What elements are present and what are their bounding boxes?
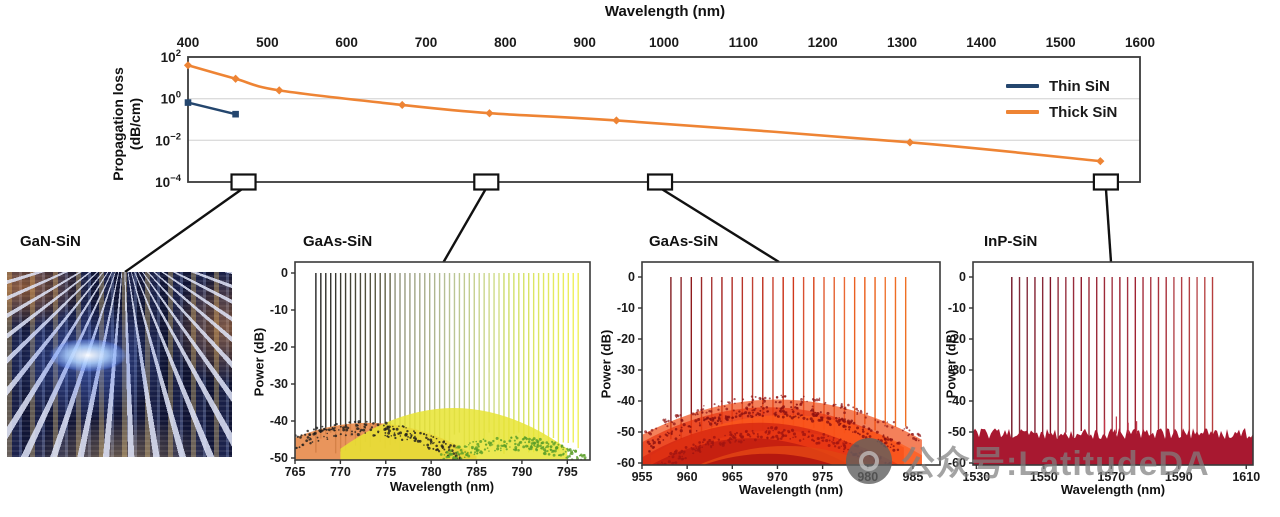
svg-text:0: 0 bbox=[628, 270, 635, 284]
legend-label-thick-sin: Thick SiN bbox=[1049, 103, 1118, 121]
svg-text:-40: -40 bbox=[617, 394, 635, 408]
svg-text:955: 955 bbox=[632, 470, 653, 484]
svg-text:-30: -30 bbox=[270, 377, 288, 391]
top-wavelength-axis-title: Wavelength (nm) bbox=[604, 3, 726, 20]
svg-text:0: 0 bbox=[959, 270, 966, 284]
svg-text:1600: 1600 bbox=[1125, 35, 1155, 50]
svg-text:10−2: 10−2 bbox=[155, 131, 181, 148]
svg-text:0: 0 bbox=[281, 266, 288, 280]
svg-text:795: 795 bbox=[557, 465, 578, 479]
svg-text:965: 965 bbox=[722, 470, 743, 484]
svg-text:1550: 1550 bbox=[1030, 470, 1058, 484]
wavelength-axis-label-970: Wavelength (nm) bbox=[738, 482, 844, 497]
power-axis-label-780: Power (dB) bbox=[251, 327, 267, 397]
svg-text:10−4: 10−4 bbox=[155, 173, 182, 190]
svg-text:985: 985 bbox=[902, 470, 923, 484]
svg-text:775: 775 bbox=[375, 465, 396, 479]
svg-text:900: 900 bbox=[573, 35, 596, 50]
svg-text:-50: -50 bbox=[617, 425, 635, 439]
legend-label-thin-sin: Thin SiN bbox=[1049, 77, 1110, 95]
thin-sin-line-swatch bbox=[1006, 84, 1039, 88]
svg-text:600: 600 bbox=[335, 35, 358, 50]
svg-text:102: 102 bbox=[161, 48, 181, 65]
svg-text:1570: 1570 bbox=[1097, 470, 1125, 484]
svg-text:500: 500 bbox=[256, 35, 279, 50]
svg-text:-40: -40 bbox=[948, 394, 966, 408]
svg-text:1530: 1530 bbox=[962, 470, 990, 484]
panel-title-gaas-sin-780: GaAs-SiN bbox=[303, 233, 373, 250]
svg-text:1400: 1400 bbox=[966, 35, 996, 50]
svg-text:1300: 1300 bbox=[887, 35, 917, 50]
svg-text:1000: 1000 bbox=[649, 35, 679, 50]
svg-text:960: 960 bbox=[677, 470, 698, 484]
svg-text:-60: -60 bbox=[948, 456, 966, 470]
svg-text:-50: -50 bbox=[270, 451, 288, 465]
wavelength-axis-label-1550: Wavelength (nm) bbox=[1060, 482, 1166, 497]
svg-text:-20: -20 bbox=[948, 332, 966, 346]
svg-text:1500: 1500 bbox=[1046, 35, 1076, 50]
gan-chip-photo bbox=[7, 272, 232, 457]
power-axis-label-970: Power (dB) bbox=[598, 329, 614, 399]
svg-text:-50: -50 bbox=[948, 425, 966, 439]
propagation-loss-axis-label-line2: (dB/cm) bbox=[127, 97, 143, 151]
svg-text:-20: -20 bbox=[617, 332, 635, 346]
thick-sin-line-swatch bbox=[1006, 110, 1039, 114]
svg-text:1100: 1100 bbox=[729, 35, 758, 50]
panel-title-gaas-sin-970: GaAs-SiN bbox=[649, 233, 719, 250]
svg-text:785: 785 bbox=[466, 465, 487, 479]
panel-title-inp-sin: InP-SiN bbox=[984, 233, 1038, 250]
svg-text:-10: -10 bbox=[617, 301, 635, 315]
wavelength-axis-label-780: Wavelength (nm) bbox=[389, 479, 495, 494]
legend: Thin SiN Thick SiN bbox=[1006, 75, 1117, 127]
svg-text:-20: -20 bbox=[270, 340, 288, 354]
svg-text:1610: 1610 bbox=[1232, 470, 1260, 484]
power-axis-label-1550: Power (dB) bbox=[943, 329, 959, 399]
propagation-loss-axis-label-line1: Propagation loss bbox=[110, 67, 126, 181]
legend-item-thin-sin: Thin SiN bbox=[1006, 75, 1117, 97]
panel-title-gan-sin: GaN-SiN bbox=[20, 233, 81, 250]
svg-text:-10: -10 bbox=[270, 303, 288, 317]
legend-item-thick-sin: Thick SiN bbox=[1006, 101, 1117, 123]
svg-text:-10: -10 bbox=[948, 301, 966, 315]
svg-text:700: 700 bbox=[415, 35, 438, 50]
svg-text:780: 780 bbox=[421, 465, 442, 479]
propagation-loss-axis-label: Propagation loss (dB/cm) bbox=[110, 67, 144, 181]
svg-text:-30: -30 bbox=[617, 363, 635, 377]
svg-text:-30: -30 bbox=[948, 363, 966, 377]
svg-text:100: 100 bbox=[161, 90, 181, 107]
svg-text:-60: -60 bbox=[617, 456, 635, 470]
svg-text:970: 970 bbox=[767, 470, 788, 484]
svg-text:400: 400 bbox=[177, 35, 200, 50]
svg-text:-40: -40 bbox=[270, 414, 288, 428]
svg-text:765: 765 bbox=[285, 465, 306, 479]
svg-text:1200: 1200 bbox=[808, 35, 838, 50]
svg-text:790: 790 bbox=[511, 465, 532, 479]
svg-text:800: 800 bbox=[494, 35, 517, 50]
svg-text:770: 770 bbox=[330, 465, 351, 479]
svg-text:975: 975 bbox=[812, 470, 833, 484]
svg-text:1590: 1590 bbox=[1165, 470, 1193, 484]
